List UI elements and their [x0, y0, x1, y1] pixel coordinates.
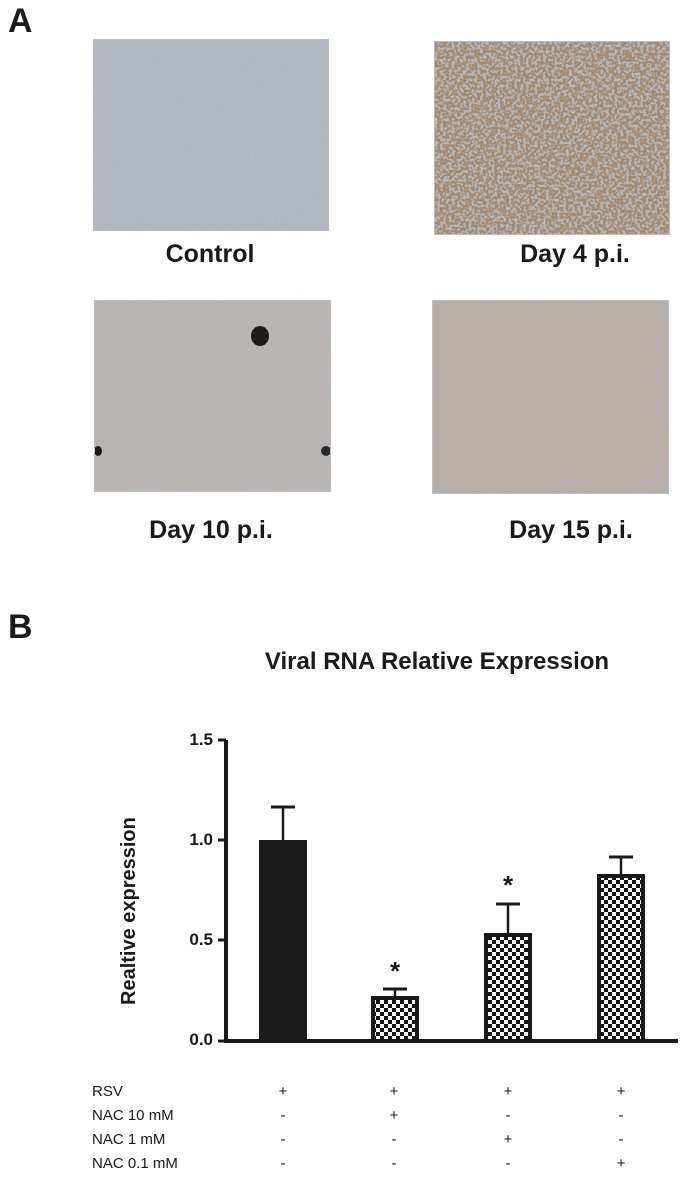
panel-a-label: A [8, 2, 33, 40]
caption-day4: Day 4 p.i. [520, 240, 630, 268]
treatment-sign: - [618, 1131, 624, 1148]
treatment-label-nac-0-1mm: NAC 0.1 mM [92, 1155, 178, 1172]
bar-nac-10mm [371, 987, 419, 1043]
caption-control: Control [165, 240, 255, 268]
treatment-sign: + [616, 1155, 626, 1172]
treatment-sign: - [391, 1155, 397, 1172]
significance-marker-nac-10mm: * [389, 956, 401, 986]
micrograph-day4 [434, 41, 670, 235]
treatment-sign: - [280, 1107, 286, 1124]
treatment-sign: + [389, 1107, 399, 1124]
significance-marker-nac-1mm: * [502, 870, 514, 900]
micrograph-day10 [94, 300, 331, 492]
y-tick-0-5: 0.5 [189, 930, 213, 949]
micrograph-day4-image [435, 42, 669, 234]
bar-rsv [259, 805, 307, 1041]
treatment-sign: - [280, 1155, 286, 1172]
treatment-sign: + [278, 1083, 288, 1100]
treatment-sign: - [505, 1107, 511, 1124]
treatment-sign: - [505, 1155, 511, 1172]
micrograph-day15-image [433, 301, 668, 493]
treatment-sign: - [280, 1131, 286, 1148]
bar-nac-0-1mm [597, 855, 645, 1043]
treatment-label-rsv: RSV [92, 1083, 123, 1100]
y-tick-0-0: 0.0 [189, 1030, 213, 1049]
treatment-label-nac-1mm: NAC 1 mM [92, 1131, 166, 1148]
treatment-sign: + [616, 1083, 626, 1100]
micrograph-control [93, 39, 329, 231]
y-axis [218, 738, 228, 1043]
caption-day10: Day 10 p.i. [149, 516, 273, 544]
bar-chart-plot [218, 738, 678, 1043]
treatment-sign: + [503, 1083, 513, 1100]
bar-chart [0, 700, 686, 1070]
treatment-label-nac-10mm: NAC 10 mM [92, 1107, 174, 1124]
micrograph-day15 [432, 300, 669, 494]
treatment-sign: + [389, 1083, 399, 1100]
treatment-sign: + [503, 1131, 513, 1148]
y-tick-1-0: 1.0 [189, 830, 213, 849]
y-tick-1-5: 1.5 [189, 730, 213, 749]
micrograph-day10-image [95, 301, 330, 491]
treatment-sign: - [618, 1107, 624, 1124]
caption-day15: Day 15 p.i. [509, 516, 633, 544]
chart-title: Viral RNA Relative Expression [264, 648, 610, 675]
treatment-sign: - [391, 1131, 397, 1148]
micrograph-control-image [94, 40, 328, 230]
bar-nac-1mm [484, 902, 532, 1043]
panel-b-label: B [8, 608, 33, 646]
